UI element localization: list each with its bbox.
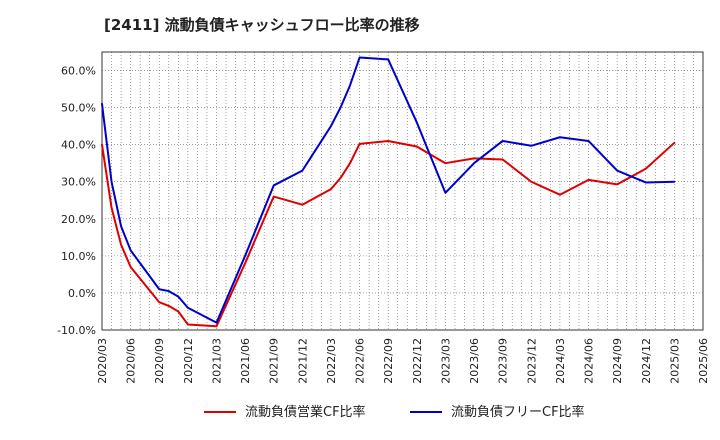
plot-area	[102, 52, 703, 330]
x-tick-label: 2020/06	[125, 338, 138, 384]
y-tick-label: 10.0%	[61, 250, 96, 263]
y-tick-label: 20.0%	[61, 213, 96, 226]
x-tick-label: 2023/06	[468, 338, 481, 384]
y-tick-label: 50.0%	[61, 102, 96, 115]
x-tick-label: 2022/09	[382, 338, 395, 384]
x-tick-label: 2021/12	[296, 338, 309, 384]
x-tick-label: 2025/06	[697, 338, 710, 384]
x-tick-label: 2024/03	[554, 338, 567, 384]
y-tick-label: -10.0%	[57, 324, 96, 337]
y-tick-label: 30.0%	[61, 176, 96, 189]
x-tick-label: 2023/03	[439, 338, 452, 384]
x-tick-label: 2022/06	[354, 338, 367, 384]
x-tick-label: 2023/09	[497, 338, 510, 384]
x-tick-label: 2025/03	[668, 338, 681, 384]
x-tick-label: 2020/09	[153, 338, 166, 384]
x-tick-label: 2021/06	[239, 338, 252, 384]
x-tick-label: 2021/03	[210, 338, 223, 384]
grid	[101, 52, 704, 331]
x-tick-label: 2022/03	[325, 338, 338, 384]
x-tick-label: 2021/09	[268, 338, 281, 384]
y-tick-label: 0.0%	[68, 287, 96, 300]
x-tick-label: 2024/12	[640, 338, 653, 384]
y-tick-label: 60.0%	[61, 65, 96, 78]
x-tick-label: 2023/12	[525, 338, 538, 384]
series-line-1	[101, 139, 676, 328]
chart-title: [2411] 流動負債キャッシュフロー比率の推移	[104, 16, 420, 34]
x-tick-label: 2022/12	[411, 338, 424, 384]
legend-label-2: 流動負債フリーCF比率	[451, 404, 585, 420]
x-tick-label: 2024/06	[583, 338, 596, 384]
x-tick-label: 2024/09	[611, 338, 624, 384]
x-tick-label: 2020/03	[96, 338, 109, 384]
legend-label-1: 流動負債営業CF比率	[245, 404, 366, 420]
x-tick-label: 2020/12	[182, 338, 195, 384]
series-line-2	[101, 56, 676, 324]
y-tick-label: 40.0%	[61, 139, 96, 152]
plot-frame	[101, 51, 704, 331]
